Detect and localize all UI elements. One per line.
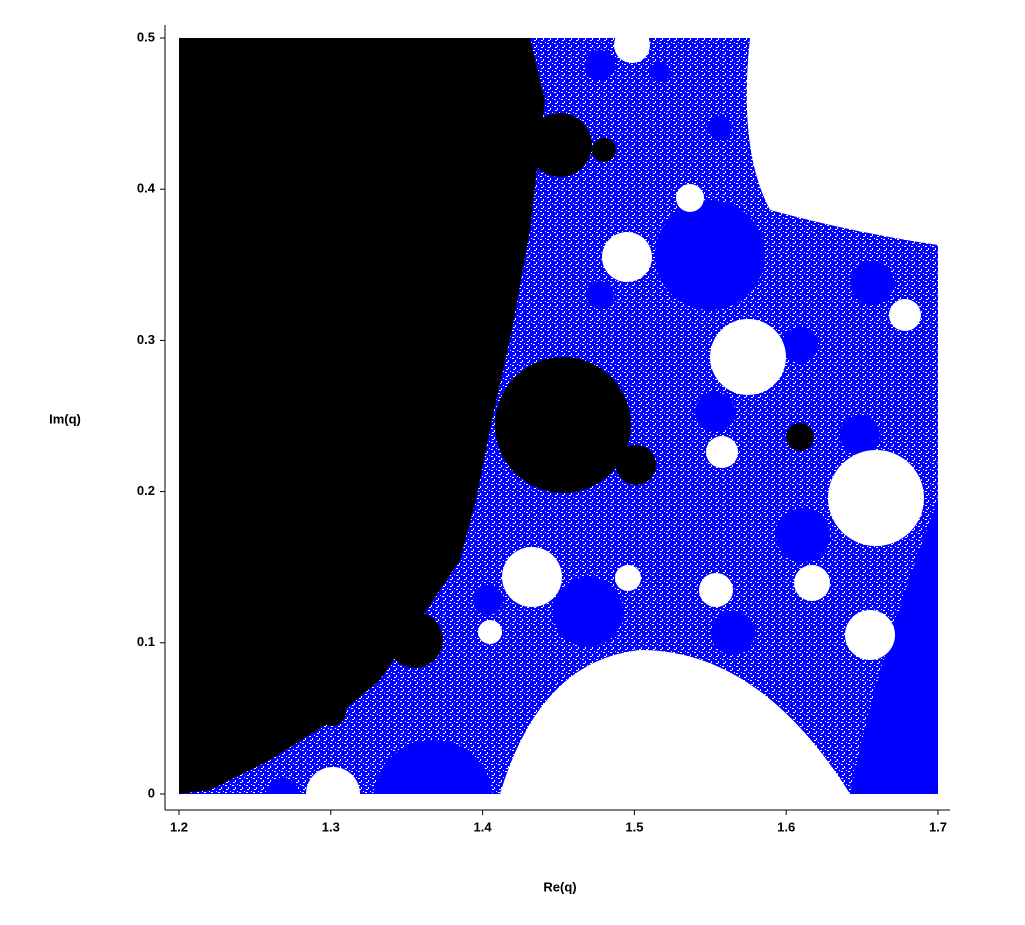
black-disks (318, 113, 814, 726)
fractal-region (179, 38, 938, 794)
y-tick-label: 0 (148, 785, 155, 800)
y-tick-label: 0.1 (137, 634, 155, 649)
x-tick-label: 1.6 (777, 819, 795, 834)
white-area (746, 38, 938, 245)
x-tick-label: 1.4 (474, 819, 493, 834)
y-tick-label: 0.2 (137, 483, 155, 498)
x-axis-label: Re(q) (543, 879, 576, 894)
y-tick-label: 0.3 (137, 332, 155, 347)
x-tick-label: 1.3 (322, 819, 340, 834)
y-tick-label: 0.5 (137, 29, 155, 44)
white-disks (306, 38, 924, 794)
y-axis-label: Im(q) (49, 411, 81, 426)
white-area (500, 650, 850, 794)
black-area (179, 38, 545, 794)
blue-disks (267, 50, 894, 794)
x-tick-label: 1.7 (929, 819, 947, 834)
y-tick-label: 0.4 (137, 181, 156, 196)
blue-area (850, 500, 938, 794)
x-tick-label: 1.5 (625, 819, 643, 834)
x-tick-label: 1.2 (170, 819, 188, 834)
